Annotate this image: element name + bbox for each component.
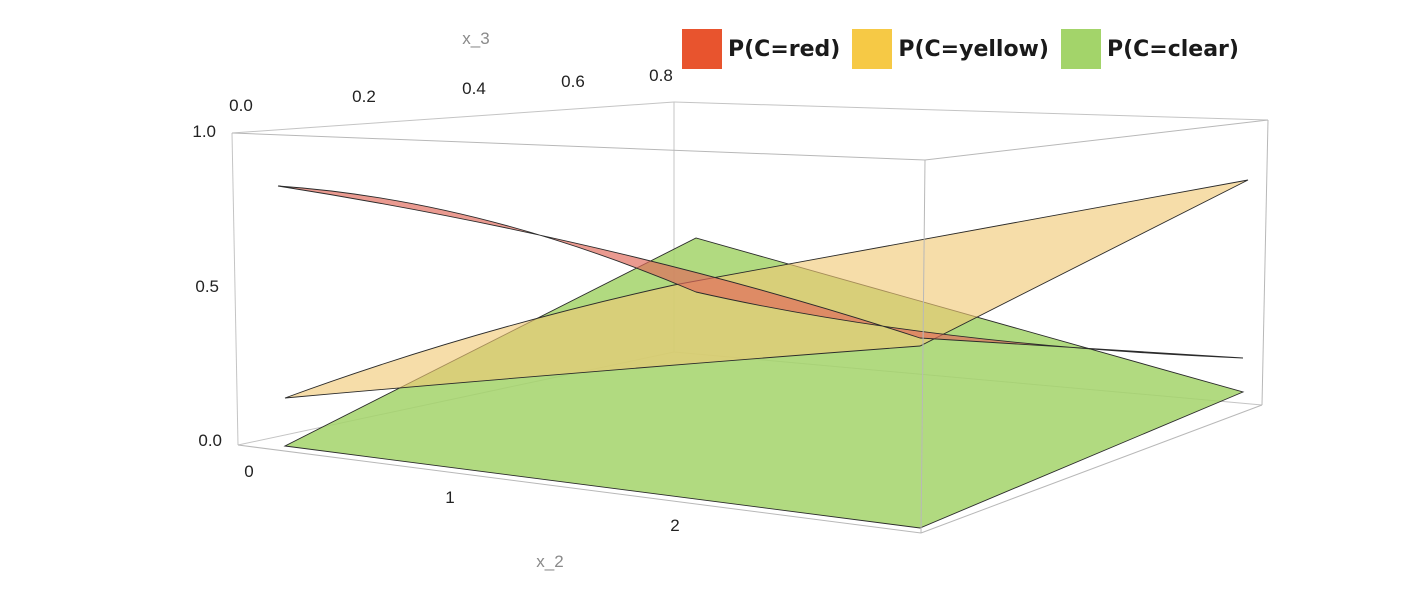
- legend-swatch-clear: [1060, 29, 1101, 69]
- surface-red: [277, 185, 1244, 359]
- legend-item-clear: P(C=clear): [1060, 29, 1239, 69]
- legend-label-clear: P(C=clear): [1106, 36, 1239, 62]
- surface-clear-patch: [283, 237, 1245, 529]
- z-tick-label: 1.0: [192, 122, 216, 141]
- x2-tick-label: 1: [445, 488, 454, 507]
- x2-tick-label: 0: [244, 462, 253, 481]
- z-axis: 1.0 0.5 0.0: [192, 122, 222, 450]
- surface-clear: [283, 237, 1245, 529]
- x2-axis: 0 1 2 x_2: [244, 462, 679, 571]
- x3-axis-label: x_3: [462, 29, 489, 48]
- x3-tick-label: 0.6: [561, 72, 585, 91]
- x2-axis-label: x_2: [536, 552, 563, 571]
- x3-tick-label: 0.4: [462, 79, 486, 98]
- z-tick-label: 0.0: [198, 431, 222, 450]
- bounding-box-front: [231, 119, 1269, 534]
- legend-label-red: P(C=red): [728, 36, 841, 62]
- surface-yellow: [284, 179, 1249, 399]
- legend-swatch-red: [682, 29, 722, 69]
- x3-tick-label: 0.0: [229, 96, 253, 115]
- surface-red-patch: [277, 185, 1244, 359]
- x3-tick-label: 0.8: [649, 66, 673, 85]
- legend-item-yellow: P(C=yellow): [852, 29, 1049, 69]
- x3-tick-label: 0.2: [352, 87, 376, 106]
- legend: P(C=red) P(C=yellow) P(C=clear): [682, 28, 1251, 70]
- legend-swatch-yellow: [852, 29, 893, 69]
- legend-label-yellow: P(C=yellow): [898, 36, 1049, 62]
- legend-item-red: P(C=red): [682, 29, 840, 69]
- surface-yellow-patch: [284, 179, 1249, 399]
- x3-axis: 0.0 0.2 0.4 0.6 0.8 x_3: [229, 29, 673, 115]
- x2-tick-label: 2: [670, 516, 679, 535]
- z-tick-label: 0.5: [195, 277, 219, 296]
